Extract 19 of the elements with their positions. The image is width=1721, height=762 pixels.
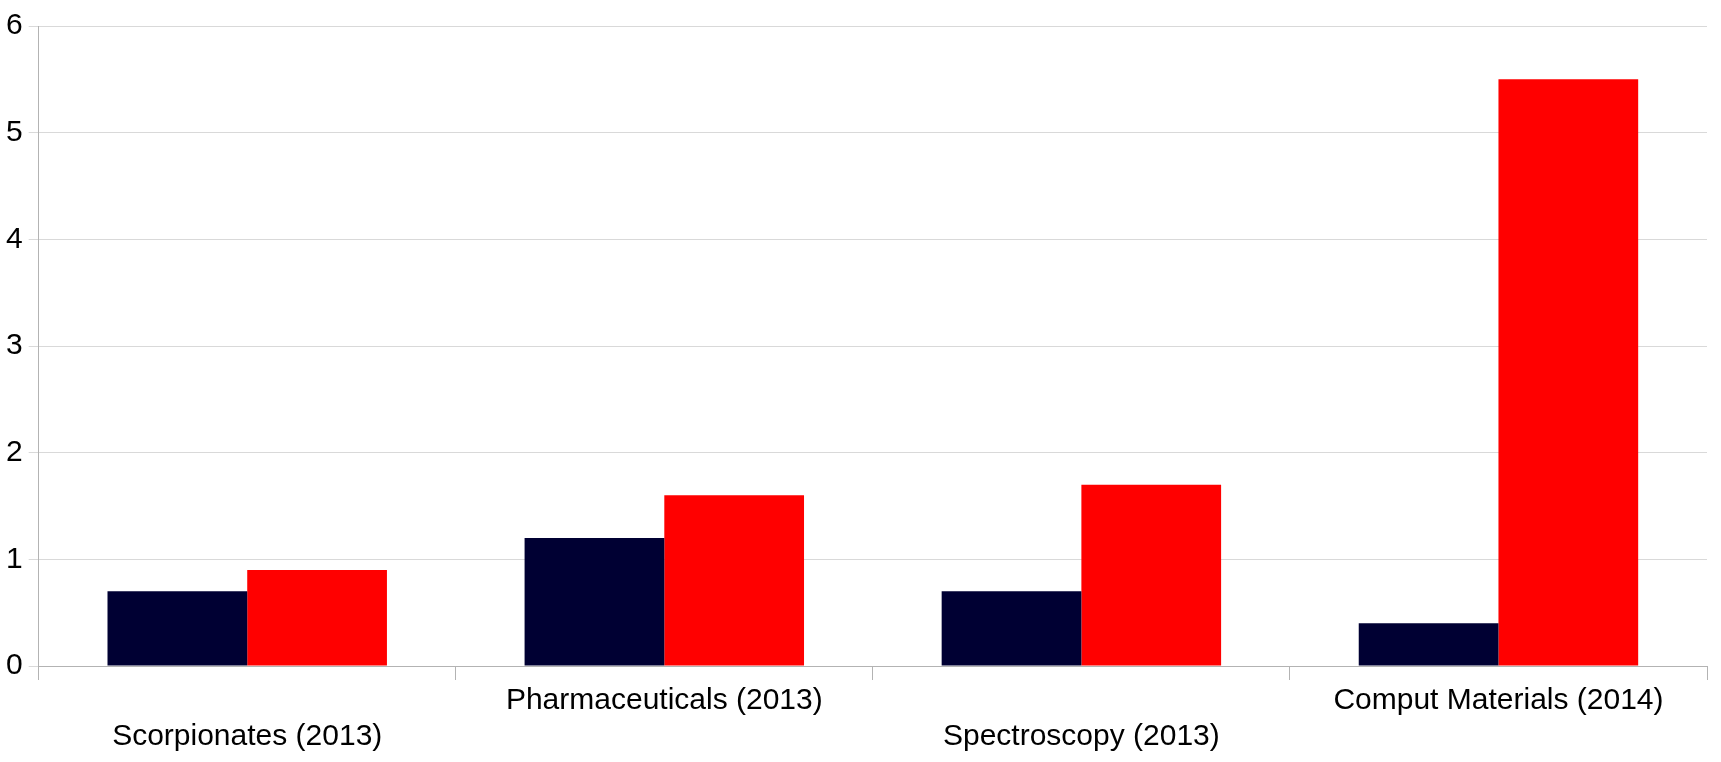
y-tick-label: 3: [6, 327, 23, 361]
y-tick-label: 1: [6, 540, 23, 574]
y-tick-label: 2: [6, 433, 23, 467]
y-tick-label: 0: [6, 647, 23, 681]
x-tick-label: Comput Materials (2014): [1333, 682, 1664, 716]
bar: [664, 495, 805, 666]
x-tick-label: Scorpionates (2013): [112, 718, 383, 752]
y-tick-label: 5: [6, 113, 23, 147]
y-tick-label: 4: [6, 220, 23, 254]
bar: [107, 591, 248, 666]
bar: [524, 538, 665, 666]
y-tick-label: 6: [6, 7, 23, 41]
x-tick-label: Pharmaceuticals (2013): [505, 682, 823, 716]
bar: [941, 591, 1082, 666]
bar: [1081, 484, 1222, 666]
bar: [1498, 79, 1639, 666]
x-tick-label: Spectroscopy (2013): [942, 718, 1220, 752]
bar: [247, 570, 387, 666]
bar: [1358, 623, 1499, 666]
